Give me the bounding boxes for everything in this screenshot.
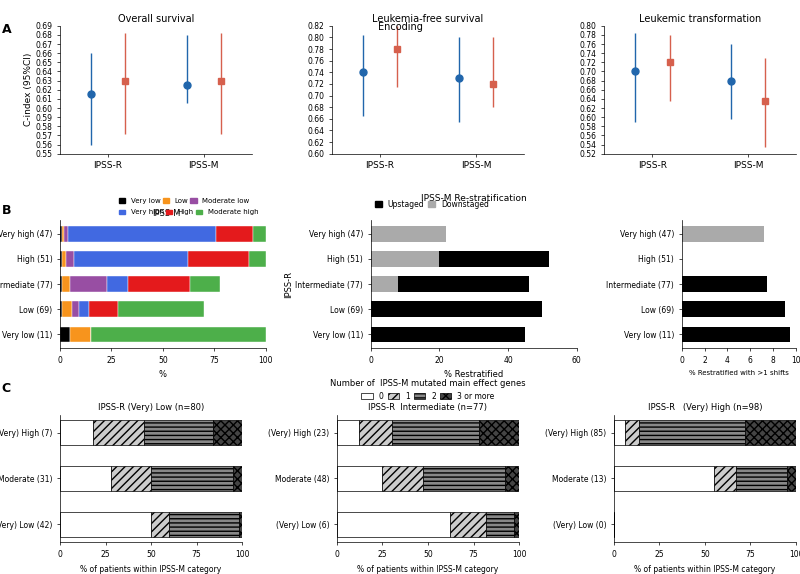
Bar	[60, 226, 62, 242]
Bar	[614, 420, 625, 445]
Bar	[358, 420, 391, 445]
Bar	[479, 420, 519, 445]
Legend: Upstaged, Downstaged: Upstaged, Downstaged	[374, 200, 489, 209]
Bar	[118, 301, 204, 317]
Bar	[625, 420, 639, 445]
Text: C: C	[2, 382, 10, 395]
Bar	[60, 466, 111, 491]
Bar	[514, 511, 519, 537]
Bar	[505, 466, 519, 491]
Bar	[337, 466, 382, 491]
Bar	[70, 327, 91, 342]
Bar	[144, 420, 213, 445]
Bar	[682, 226, 764, 242]
Bar	[68, 226, 216, 242]
Bar	[107, 276, 128, 292]
Title: Overall survival: Overall survival	[118, 14, 194, 24]
Bar	[391, 420, 479, 445]
Bar	[66, 251, 74, 267]
X-axis label: % Restratified with >1 shifts: % Restratified with >1 shifts	[689, 370, 789, 377]
Bar	[74, 251, 187, 267]
Legend: 0, 1, 2, 3 or more: 0, 1, 2, 3 or more	[362, 391, 494, 401]
Bar	[682, 276, 767, 292]
Bar	[371, 251, 439, 267]
Bar	[62, 276, 70, 292]
Bar	[682, 327, 790, 342]
Title: Leukemic transformation: Leukemic transformation	[639, 14, 762, 24]
Bar	[72, 301, 78, 317]
Bar	[91, 327, 266, 342]
Y-axis label: IPSS-R: IPSS-R	[284, 270, 293, 298]
Bar	[151, 511, 170, 537]
X-axis label: % of patients within IPSS-M category: % of patients within IPSS-M category	[81, 565, 222, 573]
Title: IPSS-M Re-stratification: IPSS-M Re-stratification	[421, 194, 526, 203]
Bar	[128, 276, 190, 292]
Bar	[78, 301, 89, 317]
Bar	[60, 420, 93, 445]
Text: Encoding: Encoding	[378, 22, 422, 32]
Bar	[233, 466, 242, 491]
Bar	[216, 226, 254, 242]
Bar	[682, 301, 785, 317]
Bar	[151, 466, 233, 491]
Bar	[62, 251, 66, 267]
Bar	[93, 420, 144, 445]
Title: IPSS-R (Very) Low (n=80): IPSS-R (Very) Low (n=80)	[98, 404, 204, 412]
Bar	[190, 276, 221, 292]
Bar	[422, 466, 505, 491]
X-axis label: % Restratified: % Restratified	[444, 370, 503, 379]
Bar	[62, 301, 72, 317]
Bar	[170, 511, 238, 537]
Bar	[450, 511, 486, 537]
Bar	[371, 226, 446, 242]
Bar	[238, 511, 242, 537]
Text: IPSS-M: IPSS-M	[153, 208, 181, 218]
Legend: Very high, High, Moderate high: Very high, High, Moderate high	[119, 210, 258, 215]
Bar	[111, 466, 151, 491]
Bar	[639, 420, 745, 445]
Bar	[64, 226, 68, 242]
Bar	[89, 301, 118, 317]
Bar	[371, 327, 525, 342]
X-axis label: %: %	[159, 370, 167, 379]
Bar	[60, 511, 151, 537]
Bar	[60, 301, 62, 317]
Bar	[371, 276, 398, 292]
Title: IPSS-R  Intermediate (n=77): IPSS-R Intermediate (n=77)	[369, 404, 487, 412]
Bar	[187, 251, 250, 267]
Title: Leukemia-free survival: Leukemia-free survival	[372, 14, 484, 24]
Text: Number of  IPSS-M mutated main effect genes: Number of IPSS-M mutated main effect gen…	[330, 379, 526, 387]
Bar	[62, 226, 64, 242]
Bar	[486, 511, 514, 537]
X-axis label: % of patients within IPSS-M category: % of patients within IPSS-M category	[634, 565, 775, 573]
Bar	[60, 327, 70, 342]
X-axis label: % of patients within IPSS-M category: % of patients within IPSS-M category	[358, 565, 498, 573]
Bar	[337, 420, 358, 445]
Bar	[787, 466, 796, 491]
Bar	[60, 251, 62, 267]
Bar	[337, 511, 450, 537]
Bar	[736, 466, 787, 491]
Bar	[254, 226, 266, 242]
Text: A: A	[2, 23, 11, 36]
Bar	[439, 251, 549, 267]
Bar	[714, 466, 736, 491]
Bar	[398, 276, 529, 292]
Bar	[745, 420, 796, 445]
Bar	[213, 420, 242, 445]
Bar	[371, 301, 542, 317]
Bar	[60, 276, 62, 292]
Bar	[382, 466, 422, 491]
Bar	[70, 276, 107, 292]
Title: IPSS-R   (Very) High (n=98): IPSS-R (Very) High (n=98)	[648, 404, 762, 412]
Text: B: B	[2, 204, 11, 217]
Bar	[250, 251, 266, 267]
Bar	[614, 466, 714, 491]
Y-axis label: C-index (95%CI): C-index (95%CI)	[23, 53, 33, 126]
